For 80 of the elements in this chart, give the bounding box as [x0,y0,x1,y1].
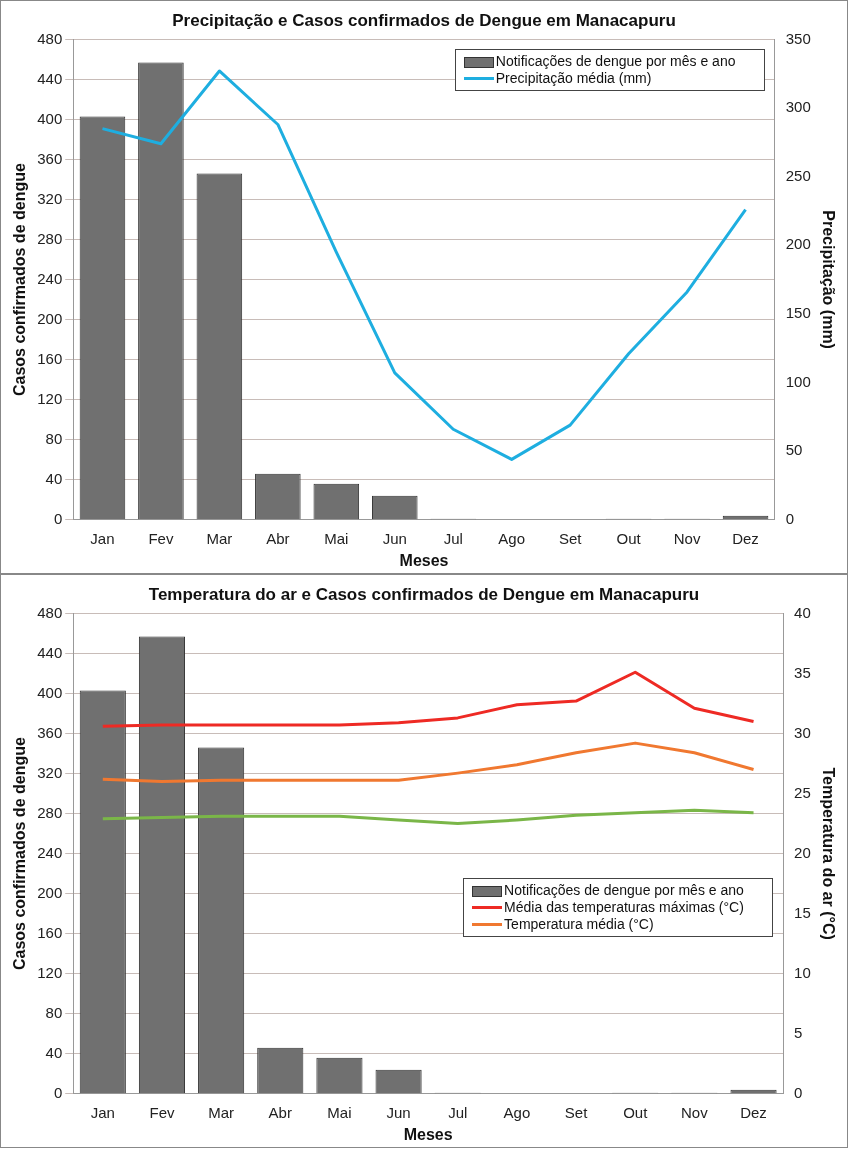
y2-tick-label: 20 [794,843,811,861]
x-tick-label: Abr [268,1103,292,1121]
y2-tick-label: 30 [794,723,811,741]
chart-title: Precipitação e Casos confirmados de Dengue em Manacapuru [172,10,676,30]
y-axis-title: Casos confirmados de dengue [11,163,29,397]
y-tick-label: 200 [37,883,63,901]
y2-axis-title: Temperatura do ar (°C) [819,767,837,940]
legend-label: Notificações de dengue por mês e ano [495,53,737,71]
y-tick-label: 0 [53,509,63,527]
y-tick-label: 440 [37,69,63,87]
y-tick-label: 240 [37,269,63,287]
y-tick-label: 400 [37,109,63,127]
x-tick-label: Set [564,1103,589,1121]
y-tick-label: 0 [53,1083,63,1101]
x-tick-label: Jul [448,1103,468,1121]
x-tick-label: Jun [386,1103,411,1121]
y2-tick-label: 15 [794,903,811,921]
x-tick-label: Set [558,529,583,547]
x-tick-label: Fev [149,1103,175,1121]
x-tick-label: Nov [673,529,701,547]
chart-title: Temperatura do ar e Casos confirmados de Dengue em Manacapuru [148,584,700,604]
y-tick-label: 400 [37,683,63,701]
x-tick-label: Fev [148,529,174,547]
x-tick-label: Jan [90,1103,115,1121]
y-tick-label: 40 [45,469,63,487]
y-tick-label: 120 [37,389,63,407]
y-tick-label: 200 [37,309,63,327]
y-tick-label: 440 [37,643,63,661]
y2-tick-label: 0 [785,509,795,527]
y2-tick-label: 0 [794,1083,803,1101]
y-tick-label: 40 [45,1043,63,1061]
legend-label: Precipitação média (mm) [495,70,653,88]
y2-axis-title: Precipitação (mm) [819,210,837,349]
x-tick-label: Dez [732,529,759,547]
y-tick-label: 160 [37,923,63,941]
x-tick-label: Ago [503,1103,531,1121]
y2-tick-label: 10 [794,963,811,981]
x-tick-label: Mai [324,529,349,547]
y2-tick-label: 5 [794,1023,803,1041]
x-tick-label: Ago [498,529,526,547]
x-tick-label: Mar [206,529,233,547]
y2-tick-label: 200 [785,235,811,253]
y2-tick-label: 350 [785,29,811,47]
y2-tick-label: 100 [785,372,811,390]
legend-label: Média das temperaturas máximas (°C) [504,898,745,916]
x-tick-label: Mar [208,1103,235,1121]
x-tick-label: Jul [443,529,463,547]
y-tick-label: 160 [37,349,63,367]
x-axis-title: Meses [399,551,449,569]
y2-tick-label: 150 [785,304,811,322]
y2-tick-label: 25 [794,783,811,801]
y-tick-label: 240 [37,843,63,861]
y-tick-label: 80 [45,1003,63,1021]
x-axis-title: Meses [403,1125,453,1143]
x-tick-label: Nov [681,1103,709,1121]
y-tick-label: 280 [37,229,63,247]
x-tick-label: Jan [90,529,115,547]
x-tick-label: Jun [382,529,407,547]
y2-tick-label: 35 [794,663,811,681]
legend-label: Temperatura média (°C) [504,915,655,933]
legend-label: Notificações de dengue por mês e ano [504,881,745,899]
y-tick-label: 480 [37,29,63,47]
y-tick-label: 120 [37,963,63,981]
y2-tick-label: 40 [794,603,811,621]
y-tick-label: 80 [45,429,63,447]
y2-tick-label: 300 [785,98,811,116]
y-tick-label: 320 [37,189,63,207]
y-tick-label: 360 [37,149,63,167]
x-tick-label: Out [616,529,642,547]
y-tick-label: 280 [37,803,63,821]
x-tick-label: Mai [327,1103,352,1121]
y-tick-label: 480 [37,603,63,621]
x-tick-label: Out [623,1103,649,1121]
y-tick-label: 320 [37,763,63,781]
y2-tick-label: 250 [785,166,811,184]
x-tick-label: Abr [266,529,290,547]
y-tick-label: 360 [37,723,63,741]
x-tick-label: Dez [740,1103,767,1121]
y-axis-title: Casos confirmados de dengue [11,737,29,971]
y2-tick-label: 50 [785,441,803,459]
